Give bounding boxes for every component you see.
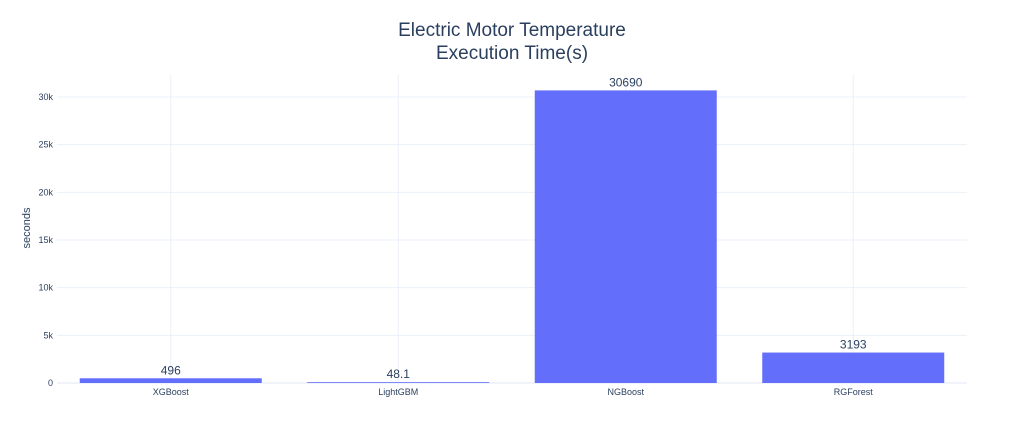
bar-value-label: 496 [161, 363, 181, 377]
y-gridlines [57, 75, 967, 384]
bar-value-label: 30690 [609, 75, 643, 89]
x-tick-labels: XGBoost LightGBM NGBoost RGForest [153, 387, 874, 397]
bar-value-labels: 496 48.1 30690 3193 [161, 75, 867, 381]
bar-xgboost [79, 378, 262, 383]
y-tick-label: 25k [38, 140, 53, 150]
y-axis-title: seconds [21, 207, 33, 248]
chart-title: Electric Motor Temperature Execution Tim… [398, 20, 626, 64]
x-tick-label: RGForest [834, 387, 874, 397]
x-tick-label: NGBoost [607, 387, 644, 397]
chart-title-line-2: Execution Time(s) [436, 43, 588, 64]
y-tick-label: 10k [38, 283, 53, 293]
y-tick-labels: 0 5k 10k 15k 20k 25k 30k [38, 92, 53, 388]
bar-value-label: 3193 [840, 338, 867, 352]
y-tick-label: 15k [38, 235, 53, 245]
chart-title-line-1: Electric Motor Temperature [398, 20, 626, 41]
bar-ngboost [534, 90, 717, 383]
x-tick-label: LightGBM [378, 387, 418, 397]
y-tick-label: 30k [38, 92, 53, 102]
bars [79, 90, 945, 383]
y-tick-label: 0 [48, 378, 53, 388]
y-tick-label: 5k [43, 330, 53, 340]
y-tick-label: 20k [38, 187, 53, 197]
bar-rgforest [762, 352, 945, 383]
x-tick-label: XGBoost [153, 387, 190, 397]
bar-lightgbm [307, 382, 490, 383]
bar-value-label: 48.1 [387, 367, 411, 381]
